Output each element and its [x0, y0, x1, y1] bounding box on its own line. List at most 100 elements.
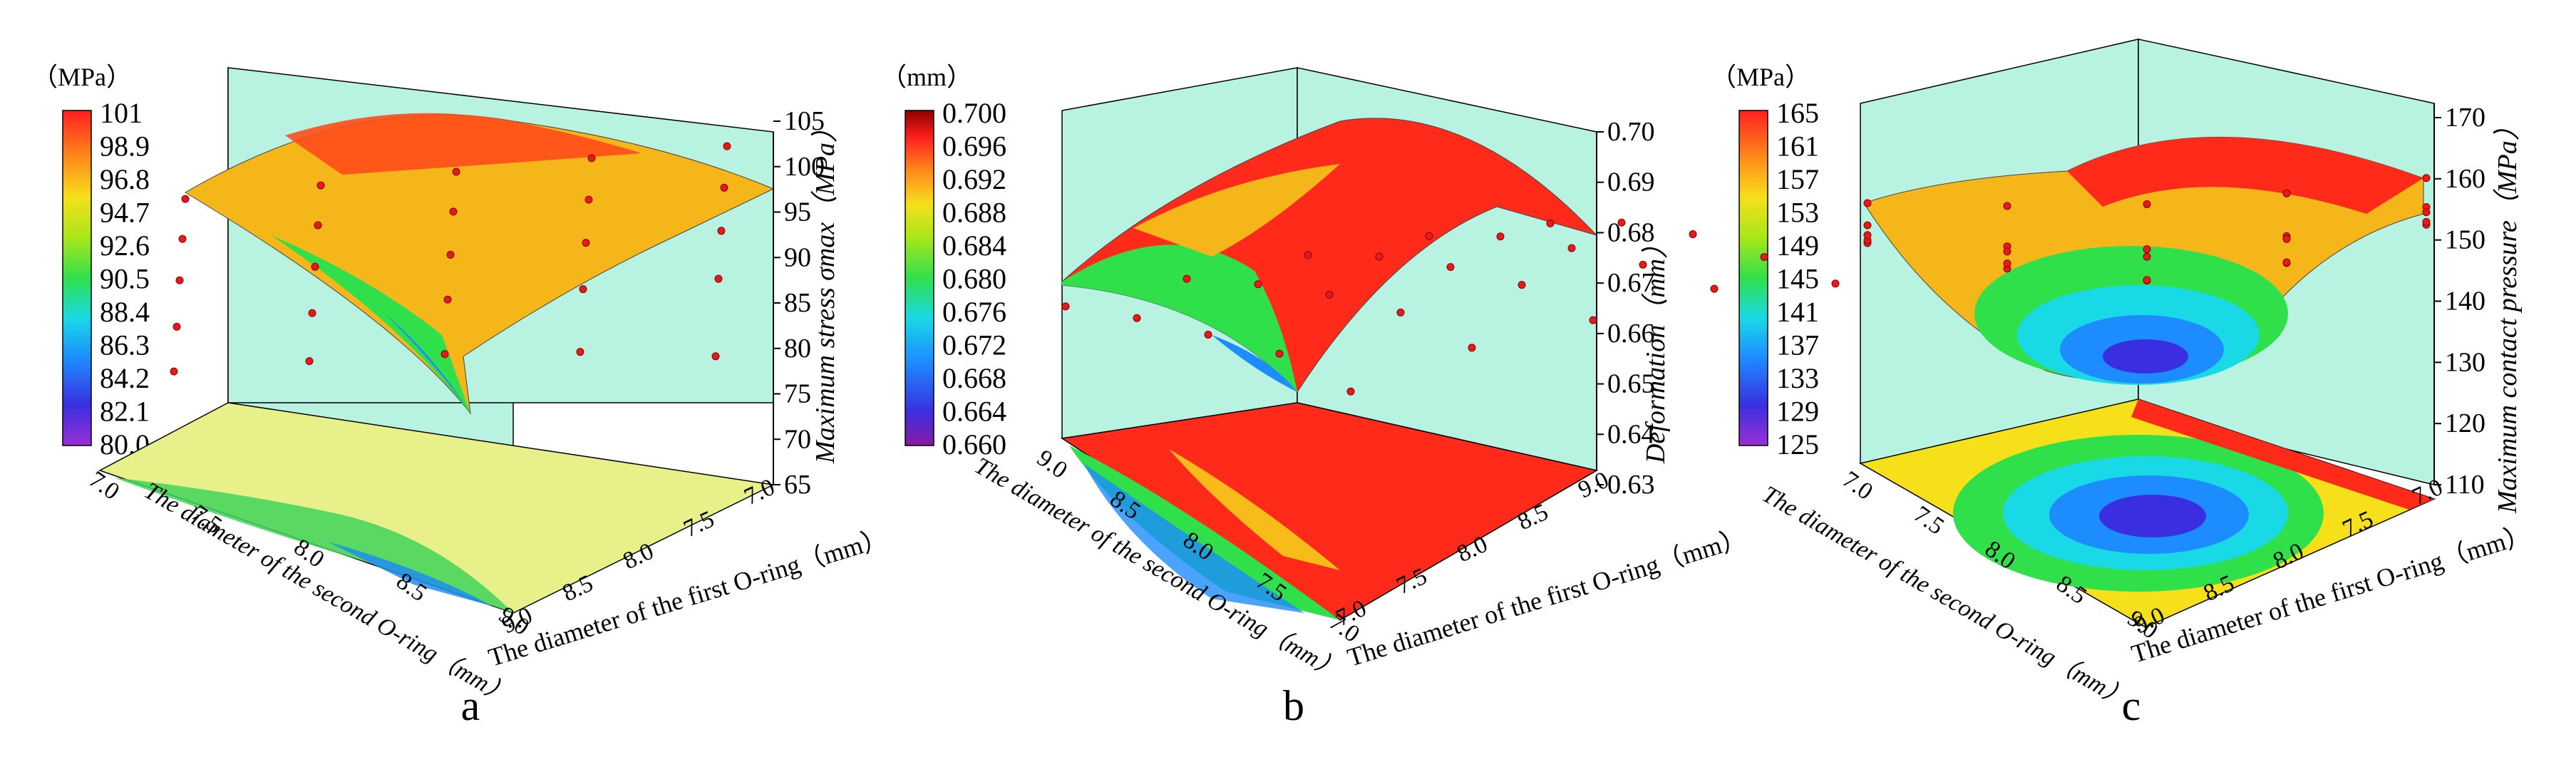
colorbar-c [1738, 110, 1768, 446]
surface-point [717, 227, 726, 235]
surface-point [1304, 251, 1312, 259]
surface-point [449, 207, 458, 216]
surface-point [1518, 281, 1526, 289]
colorbar-tick-label: 0.688 [942, 197, 1006, 229]
panel-letter-c: c [2122, 682, 2141, 729]
surface-point [1831, 279, 1840, 288]
surface-point [1863, 199, 1872, 207]
colorbar-tick-label: 98.9 [100, 130, 150, 163]
colorbar-tick-label: 0.700 [942, 97, 1006, 129]
z-tick-label: 0.68 [1607, 217, 1655, 247]
surface-point [1061, 302, 1070, 311]
colorbar-tick-label: 0.680 [942, 263, 1006, 295]
surface-point [2143, 252, 2151, 261]
colorbar-tick-label: 96.8 [100, 163, 150, 195]
colorbar-tick-label: 145 [1776, 263, 1819, 295]
surface-point [316, 181, 325, 190]
surface-point [308, 309, 316, 317]
z-tick-label: 0.70 [1607, 117, 1655, 147]
surface-point [711, 352, 720, 361]
colorbar-a [62, 110, 92, 446]
colorbar-b [905, 110, 934, 446]
surface-point [1425, 232, 1433, 240]
surface-point [1396, 308, 1405, 316]
surface-point [170, 367, 178, 376]
colorbar-tick-label: 153 [1776, 197, 1819, 229]
surface-point [579, 285, 587, 294]
colorbar-tick-label: 0.672 [942, 329, 1006, 361]
surface-a-red [285, 113, 642, 175]
panel-letter-a: a [461, 682, 480, 729]
colorbar-tick-label: 0.668 [942, 362, 1006, 394]
z-ticks-a: 105 100 95 90 85 80 75 70 65 [773, 106, 825, 500]
colorbar-tick-label: 0.664 [942, 396, 1006, 428]
floor-contour-a2 [328, 542, 492, 606]
z-ticks-b: 0.70 0.69 0.68 0.67 0.66 0.65 0.64 0.63 [1597, 117, 1655, 500]
colorbar-tick-label: 82.1 [100, 396, 150, 428]
surface-point [305, 357, 314, 366]
surface-point [311, 262, 319, 271]
floor-contour-c4 [2099, 495, 2206, 537]
z-tick-label: 110 [2445, 470, 2485, 500]
surface-point [1567, 244, 1576, 252]
colorbar-tick-label: 92.6 [100, 230, 150, 262]
surface-point [1863, 221, 1872, 230]
surface-b-yellow [1133, 164, 1340, 257]
surface-point [441, 350, 449, 359]
colorbar-tick-label: 161 [1776, 130, 1819, 163]
surface-point [1325, 290, 1334, 299]
surface-point [1204, 330, 1212, 339]
colorbar-tick-label: 84.2 [100, 362, 150, 394]
floor-contour-b3 [1169, 449, 1340, 570]
surface-point [2003, 202, 2011, 210]
floor-edge-red-c [2131, 399, 2434, 510]
colorbar-tick-label: 0.660 [942, 428, 1006, 460]
z-tick-label: 150 [2445, 225, 2485, 255]
colorbar-tick-label: 88.4 [100, 296, 150, 328]
z-tick-label: 85 [784, 288, 811, 318]
colorbar-tick-label: 125 [1776, 428, 1819, 460]
surface-point [582, 239, 590, 247]
z-tick-label: 0.67 [1607, 268, 1655, 298]
z-axis-label-a: Maximum stress σmax（MPa） [810, 115, 840, 464]
surface-point [2143, 245, 2151, 254]
z-tick-label: 160 [2445, 164, 2485, 194]
colorbar-tick-label: 0.684 [942, 230, 1006, 262]
colorbar-tick-label: 0.676 [942, 296, 1006, 328]
surface-point [1468, 344, 1476, 352]
colorbar-title-b: （mm） [881, 63, 972, 91]
surface-point [2422, 174, 2431, 182]
z-tick-label: 0.63 [1607, 470, 1655, 500]
surface-markers-c [1863, 174, 2431, 285]
surface-point [181, 195, 190, 203]
colorbar-tick-label: 133 [1776, 362, 1819, 394]
surface-point [723, 142, 731, 150]
z-axis-label-b: Deformation（mm） [1641, 232, 1671, 464]
colorbar-tick-label: 0.692 [942, 163, 1006, 195]
surface-point [1689, 230, 1697, 239]
surface-markers-a [170, 142, 731, 376]
z-tick-label: 140 [2445, 287, 2485, 316]
colorbar-title-a: （MPa） [32, 63, 132, 91]
floor-contour-b2 [1083, 463, 1304, 613]
surface-point [1275, 349, 1284, 358]
surface-point [2143, 276, 2151, 284]
z-tick-label: 0.69 [1607, 168, 1655, 197]
colorbar-ticks-b: 0.7000.6960.6920.6880.6840.6800.6760.672… [942, 97, 1006, 460]
surface-markers-b [1061, 218, 1840, 396]
colorbar-tick-label: 149 [1776, 230, 1819, 262]
surface-point [2282, 258, 2291, 267]
z-tick-label: 70 [784, 424, 811, 454]
surface-point [2143, 200, 2151, 209]
surface-point [587, 154, 596, 163]
colorbar-tick-label: 157 [1776, 163, 1819, 195]
z-ticks-c: 170 160 150 140 130 120 110 [2434, 103, 2485, 500]
panel-c: （MPa） 165161157153149145141137133129125 … [1711, 38, 2534, 729]
surface-point [1863, 231, 1872, 240]
surface-c-red [2067, 137, 2423, 214]
z-tick-label: 105 [784, 106, 825, 136]
surface-point [172, 322, 181, 331]
surface-point [714, 274, 723, 283]
z-axis-label-c: Maximum contact pressure（MPa） [2493, 113, 2523, 514]
